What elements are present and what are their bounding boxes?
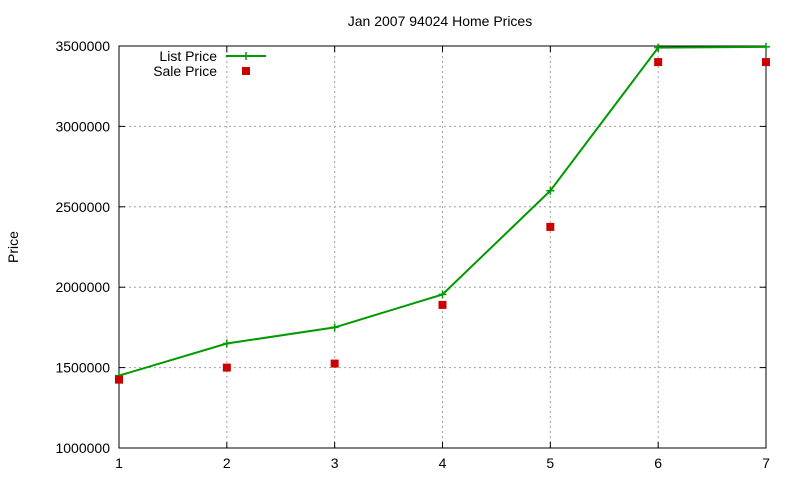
y-tick-label: 1500000 [55, 360, 110, 376]
legend-label-sale-price: Sale Price [153, 63, 217, 79]
list-price-point [762, 42, 770, 51]
series-layer [115, 42, 770, 384]
list-price-point [546, 186, 555, 195]
legend-label-list-price: List Price [159, 48, 217, 64]
y-tick-label: 3500000 [55, 38, 110, 54]
y-tick-label: 1000000 [55, 440, 110, 456]
legend-swatch-list-price [226, 52, 266, 60]
x-tick-label: 6 [654, 455, 662, 471]
legend-marker-sale-price [242, 67, 250, 75]
legend: List Price Sale Price [153, 48, 266, 79]
list-price-point [438, 290, 447, 299]
list-price-point [330, 323, 339, 332]
x-tick-label: 2 [223, 455, 231, 471]
y-tick-label: 3000000 [55, 118, 110, 134]
sale-price-point [330, 359, 339, 368]
grid [119, 46, 766, 448]
x-tick-label: 3 [331, 455, 339, 471]
y-ticks: 1000000 1500000 2000000 2500000 3000000 35000… [55, 38, 766, 456]
sale-price-point [222, 363, 231, 372]
x-tick-label: 7 [762, 455, 770, 471]
list-price-point [654, 43, 663, 52]
plot-frame [118, 45, 767, 449]
x-tick-label: 4 [439, 455, 447, 471]
legend-marker-list-price [242, 52, 250, 60]
list-price-point [222, 339, 231, 348]
y-axis-label: Price [5, 231, 21, 263]
sale-price-point [546, 222, 555, 231]
sale-price-point [115, 375, 123, 384]
y-tick-label: 2500000 [55, 199, 110, 215]
x-tick-label: 1 [115, 455, 123, 471]
y-tick-label: 2000000 [55, 279, 110, 295]
chart-title: Jan 2007 94024 Home Prices [348, 13, 532, 29]
sale-price-point [438, 300, 447, 309]
sale-price-point [762, 58, 770, 67]
sale-price-point [654, 58, 663, 67]
x-tick-label: 5 [546, 455, 554, 471]
legend-swatch-sale-price [242, 67, 250, 75]
